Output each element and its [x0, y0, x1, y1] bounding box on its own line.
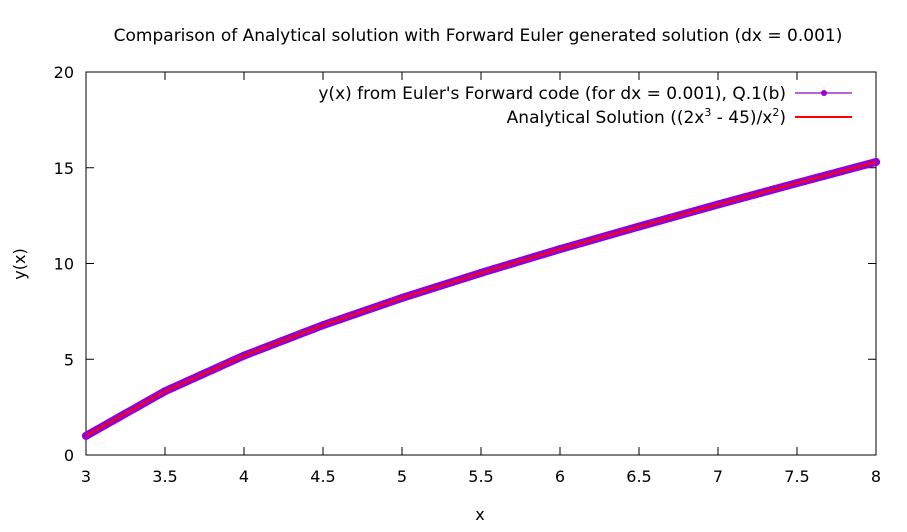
x-tick-label: 6 [555, 467, 565, 486]
y-tick-label: 0 [64, 446, 74, 465]
legend-label-analytical: Analytical Solution ((2x3 - 45)/x2) [507, 106, 786, 128]
x-tick-label: 8 [871, 467, 881, 486]
y-axis-label: y(x) [10, 248, 29, 279]
legend-label-euler: y(x) from Euler's Forward code (for dx =… [318, 84, 786, 104]
x-tick-label: 7.5 [784, 467, 809, 486]
x-tick-label: 3 [81, 467, 91, 486]
y-tick-label: 5 [64, 350, 74, 369]
y-tick-label: 20 [54, 63, 74, 82]
x-tick-label: 4.5 [310, 467, 335, 486]
y-axis-ticks: 0 5 10 15 20 [54, 63, 876, 465]
x-tick-label: 4 [239, 467, 249, 486]
y-tick-label: 10 [54, 255, 74, 274]
series-line-analytical [85, 161, 877, 437]
x-axis-label: x [475, 505, 484, 524]
x-tick-label: 5.5 [468, 467, 493, 486]
legend-point-euler [821, 90, 827, 96]
y-tick-label: 15 [54, 159, 74, 178]
x-tick-label: 7 [713, 467, 723, 486]
x-tick-label: 5 [397, 467, 407, 486]
legend: y(x) from Euler's Forward code (for dx =… [318, 84, 852, 128]
series-layer [82, 158, 880, 440]
x-axis-ticks: 3 3.5 4 4.5 5 5.5 6 6.5 7 7.5 8 [81, 72, 881, 486]
plot-frame [85, 71, 877, 456]
chart-title: Comparison of Analytical solution with F… [114, 26, 843, 46]
x-tick-label: 6.5 [626, 467, 651, 486]
series-line-euler [82, 158, 880, 440]
x-tick-label: 3.5 [152, 467, 177, 486]
